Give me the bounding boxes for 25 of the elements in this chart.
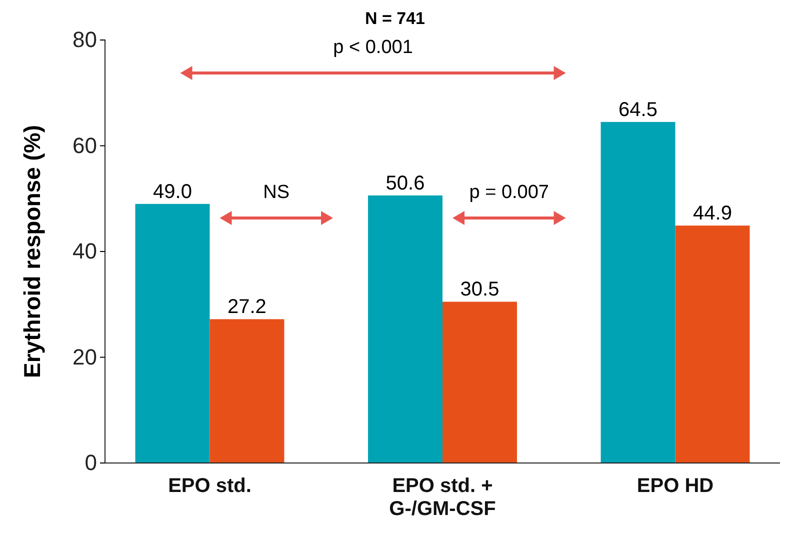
data-label: 44.9 — [693, 202, 732, 225]
data-label: 30.5 — [460, 278, 500, 301]
y-tick-label: 60 — [72, 132, 97, 158]
bar — [600, 122, 676, 463]
bar — [210, 319, 284, 463]
data-label: 49.0 — [153, 180, 192, 203]
data-label: 27.2 — [228, 296, 266, 318]
data-label: 50.6 — [386, 172, 425, 194]
annotation: p = 0.007 — [469, 182, 550, 203]
chart-title: N = 741 — [364, 9, 426, 28]
bar — [135, 204, 210, 463]
bar — [675, 226, 750, 463]
x-tick-label: EPO HD — [636, 475, 714, 497]
annotation: NS — [263, 182, 290, 203]
data-label: 64.5 — [618, 98, 658, 121]
bar — [442, 302, 517, 463]
bar — [368, 195, 442, 463]
x-tick-label: EPO std. + G-/GM-CSF — [389, 475, 496, 520]
annotation: p < 0.001 — [333, 37, 413, 58]
y-tick-label: 0 — [84, 450, 97, 476]
y-axis-title: Erythroid response (%) — [19, 124, 45, 378]
y-tick-label: 20 — [72, 344, 97, 370]
y-tick-label: 80 — [72, 27, 97, 52]
x-tick-label: EPO std. — [168, 475, 252, 497]
y-tick-label: 40 — [72, 238, 97, 264]
